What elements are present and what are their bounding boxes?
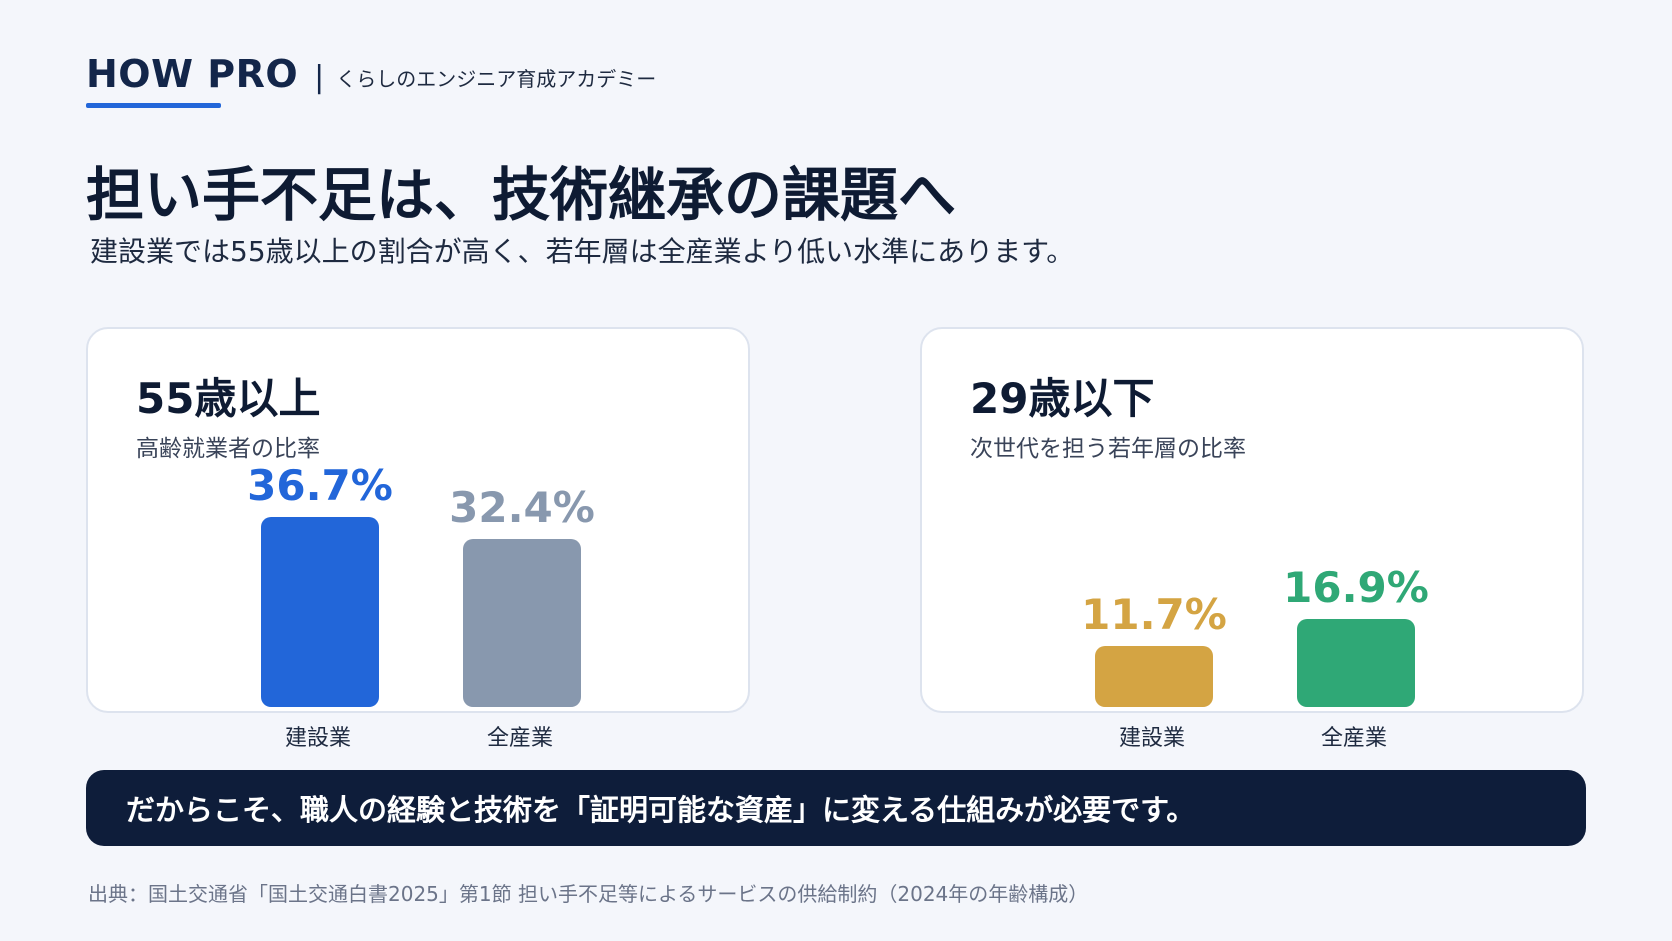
category-label: 全産業 xyxy=(486,726,553,751)
bar-value-label: 11.7% xyxy=(1081,590,1227,639)
bar-construction xyxy=(1095,646,1213,707)
chart-subtitle: 次世代を担う若年層の比率 xyxy=(970,436,1246,462)
brand-logo: HOW PRO xyxy=(86,52,298,108)
brand-header: HOW PRO | くらしのエンジニア育成アカデミー xyxy=(86,52,657,108)
brand-tagline: くらしのエンジニア育成アカデミー xyxy=(336,66,657,91)
page-title: 担い手不足は、技術継承の課題へ xyxy=(86,161,957,229)
chart-title: 29歳以下 xyxy=(970,374,1155,423)
chart-subtitle: 高齢就業者の比率 xyxy=(136,436,320,462)
chart-card-55-plus: 55歳以上 高齢就業者の比率 36.7% 32.4% xyxy=(86,327,750,713)
bar-all-industries xyxy=(1297,619,1415,707)
source-citation: 出典：国土交通省「国土交通白書2025」第1節 担い手不足等によるサービスの供給… xyxy=(88,882,1089,906)
bar-construction xyxy=(261,517,379,707)
chart-title: 55歳以上 xyxy=(136,374,321,423)
brand-separator: | xyxy=(314,59,325,95)
banner-text: だからこそ、職人の経験と技術を「証明可能な資産」に変える仕組みが必要です。 xyxy=(126,793,1196,827)
bar-all-industries xyxy=(463,539,581,707)
bar-value-label: 36.7% xyxy=(247,461,393,510)
bar-value-label: 32.4% xyxy=(449,483,595,532)
bar-value-label: 16.9% xyxy=(1283,563,1429,612)
category-label: 建設業 xyxy=(284,726,351,751)
page-subtitle: 建設業では55歳以上の割合が高く、若年層は全産業より低い水準にあります。 xyxy=(90,235,1075,268)
chart-card-29-under: 29歳以下 次世代を担う若年層の比率 11.7% 16.9% xyxy=(920,327,1584,713)
category-label: 全産業 xyxy=(1320,726,1387,751)
message-banner: だからこそ、職人の経験と技術を「証明可能な資産」に変える仕組みが必要です。 xyxy=(86,770,1586,846)
category-label: 建設業 xyxy=(1118,726,1185,751)
